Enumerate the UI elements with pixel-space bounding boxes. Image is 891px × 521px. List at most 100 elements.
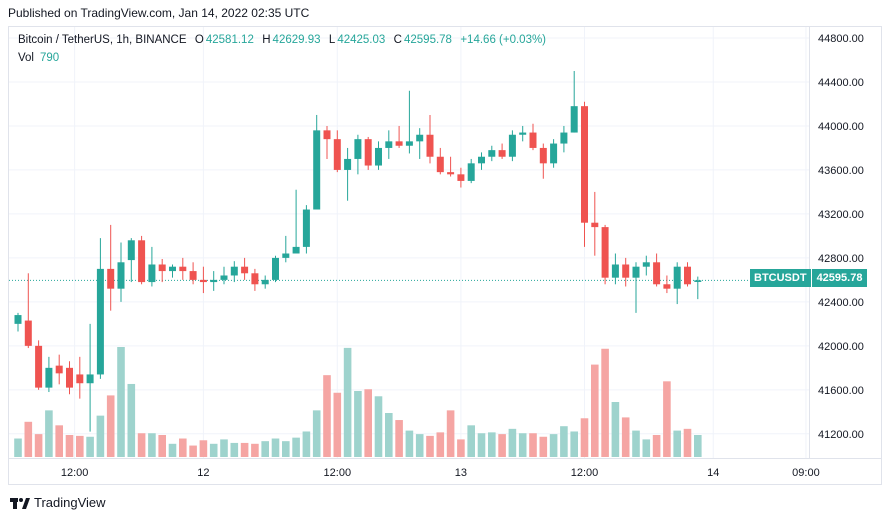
time-axis[interactable]	[8, 459, 882, 485]
volume-bar	[24, 421, 33, 457]
volume-bar	[477, 433, 486, 457]
volume-bar	[261, 441, 269, 457]
candle-body	[55, 365, 63, 374]
x-tick-label: 12	[197, 467, 209, 479]
volume-bar	[364, 389, 372, 457]
candle-body	[611, 264, 619, 278]
high-value: 42629.93	[272, 34, 321, 46]
volume-bar	[55, 425, 63, 457]
volume-bar	[673, 430, 681, 457]
volume-bar	[354, 391, 362, 457]
candle-body	[323, 130, 331, 140]
last-price-tag: BTCUSDT 42595.78	[750, 269, 868, 287]
candle-body	[354, 139, 362, 159]
volume-bar	[209, 443, 218, 457]
candle-body	[416, 134, 424, 142]
volume-bar	[570, 431, 578, 457]
volume-bar	[230, 442, 239, 457]
candle-body	[478, 156, 485, 164]
candle-body	[457, 174, 465, 181]
price-tag-symbol: BTCUSDT	[750, 269, 811, 287]
volume-bar	[199, 440, 208, 457]
candle-body	[220, 275, 228, 280]
volume-bar	[148, 433, 156, 457]
volume-bar	[240, 442, 249, 457]
candle-body	[663, 284, 671, 289]
candle-body	[282, 253, 290, 258]
published-caption: Published on TradingView.com, Jan 14, 20…	[8, 6, 310, 20]
candle-body	[127, 240, 135, 261]
candle-body	[117, 262, 125, 289]
volume-bar	[385, 413, 393, 457]
symbol-legend: Bitcoin / TetherUS, 1h, BINANCE O 42581.1…	[18, 34, 548, 46]
low-label: L	[328, 34, 336, 46]
x-tick-label: 12:00	[571, 467, 599, 479]
volume-bar	[488, 432, 496, 457]
volume-bar	[405, 430, 414, 457]
volume-bar	[560, 426, 568, 457]
candle-body	[86, 374, 94, 384]
x-tick-label: 09:00	[792, 467, 820, 479]
candle-body	[426, 134, 434, 157]
close-label: C	[393, 34, 402, 46]
volume-bar	[96, 415, 105, 457]
y-tick-label: 43200.00	[818, 209, 864, 221]
footer-brand-label: TradingView	[34, 495, 106, 510]
candle-body	[684, 266, 691, 285]
candle-body	[529, 132, 537, 148]
volume-bar	[179, 438, 187, 457]
candle-body	[138, 240, 146, 283]
y-tick-label: 42800.00	[818, 253, 864, 265]
volume-bar	[137, 433, 146, 457]
volume-bar	[158, 435, 166, 457]
footer-brand[interactable]: TradingView	[10, 495, 106, 510]
volume-bar	[220, 439, 228, 457]
candle-body	[467, 163, 475, 181]
candle-body	[148, 264, 156, 283]
volume-bar	[467, 425, 475, 457]
y-tick-label: 44400.00	[818, 77, 864, 89]
volume-bar	[117, 347, 125, 457]
candle-body	[179, 266, 187, 272]
y-tick-label: 41200.00	[818, 429, 864, 441]
volume-bar	[457, 439, 465, 457]
volume-bar	[333, 392, 342, 457]
candle-body	[76, 374, 84, 384]
volume-bar	[323, 375, 331, 457]
candle-body	[45, 367, 53, 388]
candle-body	[302, 209, 310, 247]
volume-bar	[446, 410, 455, 457]
candle-body	[189, 271, 197, 280]
candle-body	[570, 106, 578, 133]
volume-bar	[498, 434, 506, 457]
candle-body	[230, 266, 238, 276]
candle-body	[385, 141, 393, 148]
volume-bar	[127, 383, 136, 457]
price-axis[interactable]	[810, 26, 882, 459]
volume-bar	[14, 438, 22, 457]
volume-bar	[374, 396, 383, 457]
y-tick-label: 42000.00	[818, 341, 864, 353]
candle-body	[622, 264, 630, 278]
volume-bar	[34, 434, 43, 457]
candle-body	[581, 106, 588, 223]
volume-bar	[529, 433, 537, 457]
candle-body	[632, 266, 640, 278]
x-tick-label: 14	[707, 467, 719, 479]
volume-bar	[632, 430, 640, 457]
candle-body	[508, 134, 516, 157]
candle-body	[591, 222, 599, 228]
candle-body	[292, 246, 300, 254]
candle-body	[251, 273, 259, 285]
volume-bar	[282, 441, 290, 457]
low-value: 42425.03	[337, 34, 386, 46]
high-label: H	[262, 34, 271, 46]
price-tag-value: 42595.78	[811, 269, 868, 287]
candle-body	[642, 262, 650, 267]
tradingview-logo-icon	[10, 496, 30, 510]
symbol-title[interactable]: Bitcoin / TetherUS, 1h, BINANCE	[18, 34, 187, 46]
volume-bar	[508, 428, 517, 457]
y-tick-label: 43600.00	[818, 165, 864, 177]
chart-pane[interactable]	[8, 26, 810, 459]
